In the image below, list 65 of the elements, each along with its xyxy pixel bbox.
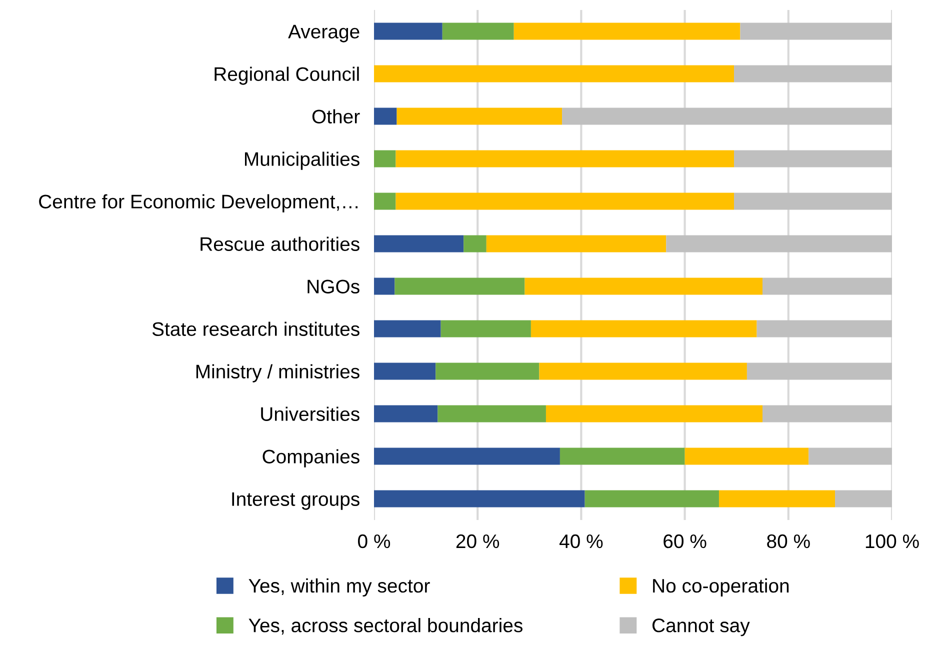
bar [762, 405, 892, 422]
bar [539, 362, 747, 380]
bar [740, 22, 892, 40]
bar [464, 235, 486, 252]
y-tick-label: Ministry / ministries [196, 364, 360, 382]
bar [374, 362, 436, 380]
y-tick-label: Interest groups [232, 492, 360, 510]
bar [374, 150, 396, 168]
y-tick-label: Regional Council [214, 66, 359, 85]
bar [756, 320, 892, 338]
bar [486, 235, 666, 252]
bar [530, 320, 757, 338]
bar [374, 320, 441, 338]
y-tick-label: Other [312, 109, 360, 124]
bar [562, 108, 892, 125]
bar [835, 490, 892, 508]
bar [440, 320, 531, 338]
legend-label: No co-operation [653, 578, 789, 597]
bar [734, 150, 892, 168]
bar [684, 448, 809, 465]
bar [666, 235, 892, 252]
bar [374, 22, 442, 40]
bar [524, 278, 762, 295]
x-tick-label: 20 % [456, 534, 500, 548]
y-tick-label: Municipalities [244, 152, 360, 170]
bar [762, 278, 892, 295]
bar [374, 490, 585, 508]
bar [374, 108, 397, 125]
y-tick-label: Rescue authorities [200, 236, 360, 251]
bar [436, 362, 540, 380]
x-tick-label: 40 % [559, 534, 603, 548]
x-tick-label: 0 % [358, 534, 390, 548]
legend-label: Cannot say [652, 618, 750, 636]
bar [734, 192, 892, 210]
bar [514, 22, 740, 40]
y-tick-label: Universities [261, 406, 360, 421]
bar [560, 448, 685, 465]
bar [808, 448, 892, 465]
bar [396, 192, 734, 210]
y-tick-label: State research institutes [152, 322, 360, 336]
bar [584, 490, 719, 508]
bar [374, 278, 395, 295]
bar [396, 108, 562, 125]
bar [374, 405, 438, 422]
legend-label: Yes, across sectoral boundaries [248, 618, 522, 635]
y-tick-label: Centre for Economic Development,… [39, 194, 358, 212]
x-tick-label: 60 % [664, 534, 706, 548]
bar [374, 235, 464, 252]
bar [394, 278, 525, 295]
bar [438, 405, 546, 422]
bar [396, 150, 734, 168]
bar [442, 22, 514, 40]
y-tick-label: Average [288, 24, 360, 42]
x-tick-label: 80 % [767, 534, 810, 548]
bar [734, 65, 892, 82]
bar [546, 405, 762, 422]
bar [374, 192, 396, 210]
bar [746, 362, 892, 380]
y-tick-label: Companies [262, 449, 360, 468]
bar [374, 448, 560, 465]
x-tick-label: 100 % [866, 534, 919, 548]
bar [718, 490, 836, 508]
y-tick-label: NGOs [308, 280, 360, 294]
bar [374, 65, 734, 82]
legend-label: Yes, within my sector [248, 578, 430, 597]
